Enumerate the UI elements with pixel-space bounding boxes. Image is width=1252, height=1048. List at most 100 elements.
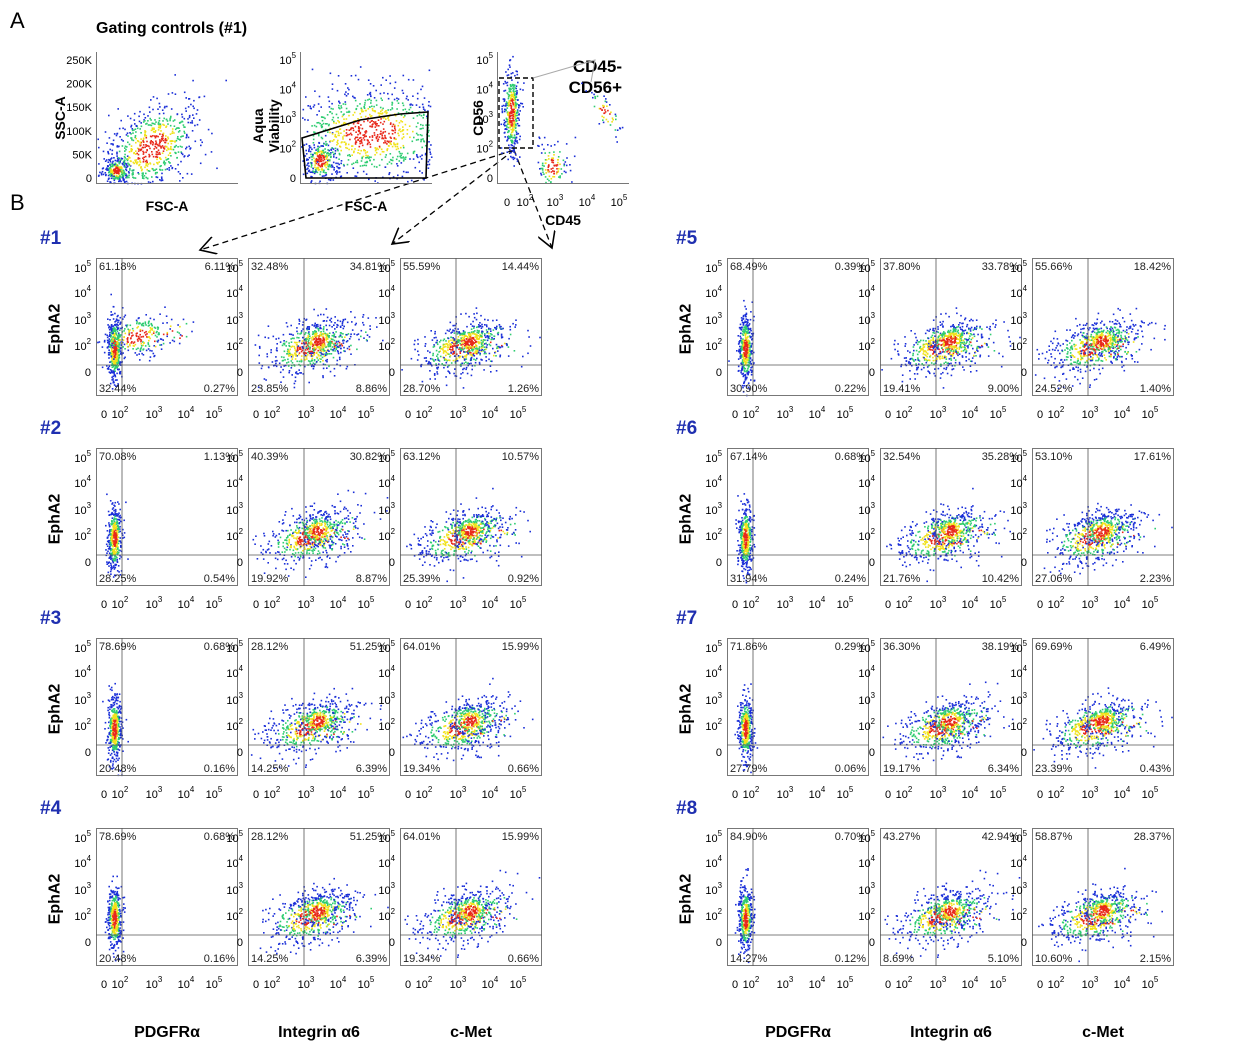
data-point [320, 529, 322, 531]
data-point [430, 534, 433, 536]
data-point [110, 565, 113, 568]
data-point [357, 723, 359, 725]
data-point [515, 324, 517, 326]
data-point [135, 319, 138, 322]
data-point [114, 356, 117, 359]
data-point [286, 353, 288, 355]
data-point [449, 344, 451, 346]
data-point [109, 556, 111, 558]
data-point [311, 352, 313, 354]
data-point [417, 338, 419, 341]
data-point [117, 518, 119, 521]
quadrant-label-upper-left: 55.59% [403, 261, 441, 273]
data-point [436, 355, 438, 357]
data-point [471, 350, 474, 352]
data-point [409, 543, 411, 546]
data-point [299, 555, 302, 558]
data-point [119, 329, 121, 331]
data-point [303, 734, 306, 736]
data-point [298, 526, 301, 529]
y-tick-label: 104 [378, 284, 395, 300]
data-point [474, 364, 476, 367]
data-point [282, 342, 285, 345]
data-point [304, 533, 307, 535]
data-point [316, 351, 318, 354]
data-point [114, 335, 116, 338]
data-point [290, 333, 293, 336]
data-point [136, 332, 138, 334]
data-point [456, 330, 458, 333]
data-point [366, 334, 369, 336]
x-tick-label: 103 [450, 595, 467, 611]
data-point [307, 336, 310, 339]
data-point [126, 325, 128, 328]
data-point [320, 353, 323, 355]
data-point [467, 340, 469, 343]
data-point [317, 343, 320, 346]
data-point [353, 518, 356, 520]
data-point [284, 514, 286, 516]
data-point [296, 720, 299, 723]
data-point [485, 356, 487, 358]
data-point [114, 515, 116, 517]
data-point [116, 561, 119, 563]
data-point [497, 537, 499, 539]
data-point [110, 721, 112, 723]
data-point [307, 534, 309, 537]
data-point [302, 549, 304, 552]
data-point [317, 328, 320, 331]
data-point [329, 536, 332, 538]
data-point [117, 547, 119, 549]
data-point [484, 318, 486, 321]
data-point [313, 541, 315, 544]
data-point [323, 355, 326, 358]
data-point [333, 375, 336, 377]
data-point [439, 543, 442, 546]
data-point [481, 515, 484, 518]
data-point [117, 337, 120, 339]
data-point [348, 348, 351, 351]
x-tick-label: 0 [101, 789, 107, 801]
data-point [283, 563, 286, 565]
data-point [112, 576, 115, 578]
data-point [119, 729, 121, 731]
data-point [256, 558, 259, 560]
data-point [319, 724, 321, 727]
data-point [120, 734, 123, 736]
data-point [471, 353, 474, 356]
data-point [276, 359, 278, 362]
data-point [307, 535, 309, 538]
data-point [109, 529, 111, 531]
data-point [116, 743, 119, 745]
data-point [470, 533, 472, 536]
data-point [479, 531, 482, 533]
data-point [500, 533, 502, 536]
data-point [169, 342, 171, 344]
data-point [329, 340, 331, 343]
data-point [282, 727, 285, 729]
data-point [257, 386, 260, 389]
data-point [498, 512, 500, 514]
data-point [474, 336, 476, 338]
data-point [316, 523, 318, 525]
data-point [463, 367, 465, 370]
data-point [456, 538, 458, 540]
data-point [316, 521, 318, 523]
data-point [119, 770, 122, 772]
data-point [162, 333, 165, 336]
data-point [328, 693, 331, 696]
data-point [114, 559, 117, 562]
data-point [116, 358, 119, 360]
data-point [111, 542, 114, 545]
quadrant-plot: 61.18% 6.11% 32.44% 0.27% 105 104 103 102 0 0 102 1… [74, 258, 238, 421]
data-point [116, 358, 119, 361]
quadrant-label-lower-right: 1.26% [508, 383, 539, 395]
data-point [113, 545, 115, 547]
data-point [266, 355, 269, 358]
data-point [122, 750, 124, 752]
data-point [458, 529, 460, 532]
data-point [494, 351, 496, 354]
data-point [340, 343, 343, 345]
data-point [107, 354, 110, 356]
data-point [468, 527, 470, 529]
